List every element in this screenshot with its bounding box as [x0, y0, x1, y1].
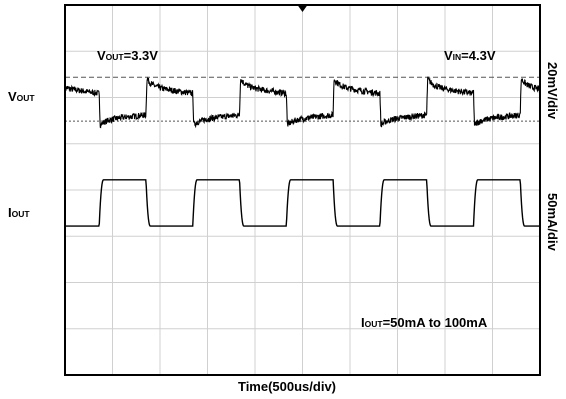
x-axis-label: Time(500us/div): [238, 379, 336, 394]
reference-lines: [65, 76, 540, 122]
vout-scale-label: 20mV/div: [545, 62, 560, 120]
vout-trace: [64, 76, 541, 129]
traces: [64, 76, 541, 227]
vin-annotation: VIN=4.3V: [444, 48, 496, 63]
vout-channel-label: VOUT: [8, 89, 35, 104]
iout-trace: [65, 179, 540, 227]
iout-channel-label: IOUT: [8, 205, 30, 220]
trigger-position-marker: [297, 5, 308, 12]
grid: [65, 5, 540, 375]
iout-annotation: IOUT=50mA to 100mA: [361, 315, 488, 330]
iout-scale-label: 50mA/div: [545, 193, 560, 252]
vout-annotation: VOUT=3.3V: [97, 48, 158, 63]
